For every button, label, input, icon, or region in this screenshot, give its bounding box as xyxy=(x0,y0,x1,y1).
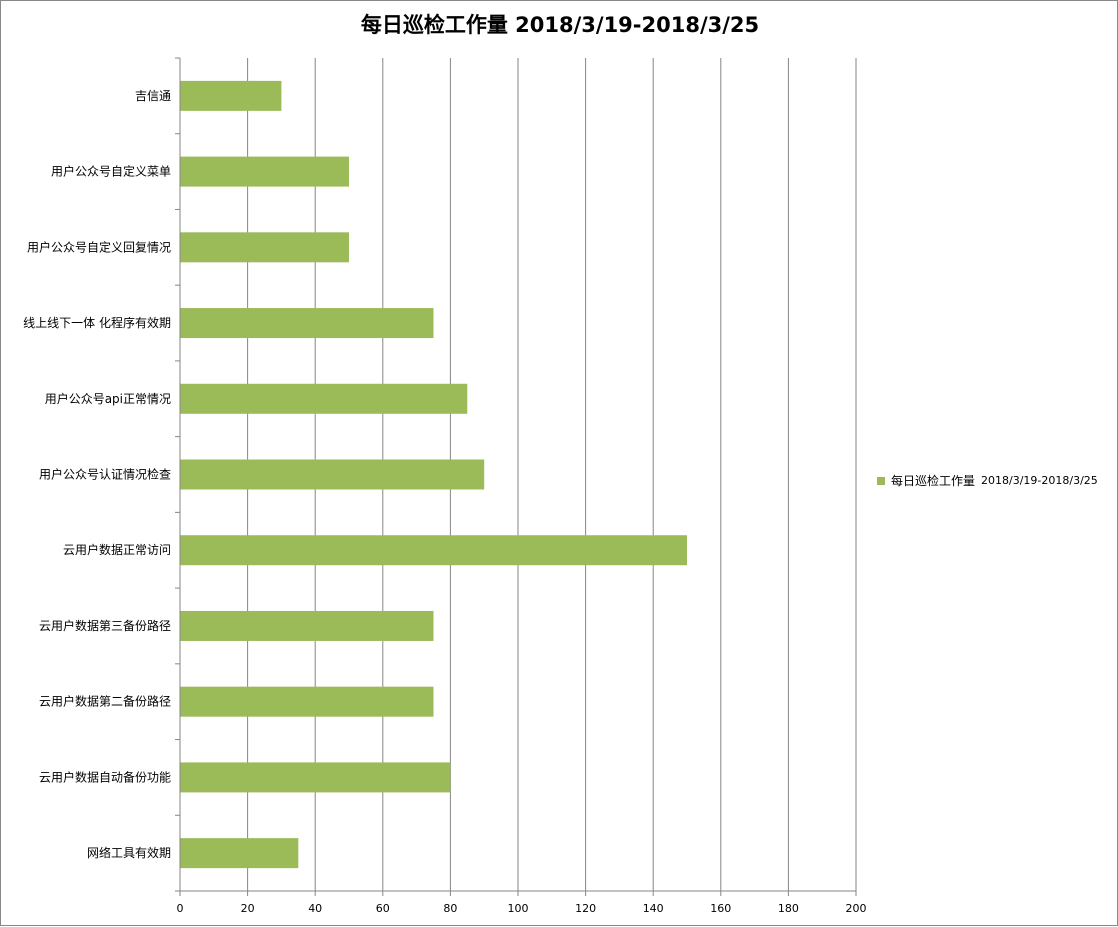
x-tick-label: 180 xyxy=(778,902,799,915)
bar xyxy=(180,610,434,641)
x-tick-label: 200 xyxy=(846,902,867,915)
chart-title: 每日巡检工作量 2018/3/19-2018/3/25 xyxy=(360,13,760,37)
category-label: 云用户数据自动备份功能 xyxy=(39,769,171,784)
category-label: 云用户数据第二备份路径 xyxy=(39,694,171,709)
bar xyxy=(180,686,434,717)
category-label: 用户公众号认证情况检查 xyxy=(39,467,171,482)
x-tick-label: 40 xyxy=(308,902,322,915)
category-label: 吉信通 xyxy=(135,89,171,103)
x-tick-label: 80 xyxy=(443,902,457,915)
x-tick-label: 140 xyxy=(643,902,664,915)
category-label: 线上线下一体 化程序有效期 xyxy=(23,315,171,330)
category-label: 云用户数据第三备份路径 xyxy=(39,618,171,633)
bar xyxy=(180,156,349,187)
legend-swatch xyxy=(877,476,885,485)
category-label: 用户公众号自定义菜单 xyxy=(51,164,171,179)
x-tick-label: 0 xyxy=(177,902,184,915)
x-tick-label: 20 xyxy=(241,902,255,915)
bar xyxy=(180,383,468,414)
x-tick-label: 160 xyxy=(710,902,731,915)
category-label: 用户公众号自定义回复情况 xyxy=(27,239,171,254)
legend: 每日巡检工作量 2018/3/19-2018/3/25 xyxy=(877,472,1098,489)
tick-labels: 0 20 40 60 80 100 120 140 160 180 200 xyxy=(177,902,867,915)
bar xyxy=(180,459,485,490)
bar xyxy=(180,80,282,111)
category-label: 云用户数据正常访问 xyxy=(63,542,171,557)
x-tick-label: 100 xyxy=(508,902,529,915)
legend-date-range: 2018/3/19-2018/3/25 xyxy=(981,474,1098,487)
legend-label: 每日巡检工作量 xyxy=(891,474,976,488)
category-label: 网络工具有效期 xyxy=(87,845,171,860)
bar xyxy=(180,762,451,793)
bar xyxy=(180,838,299,869)
bar xyxy=(180,308,434,339)
x-tick-label: 60 xyxy=(376,902,390,915)
x-tick-label: 120 xyxy=(575,902,596,915)
bar xyxy=(180,535,687,566)
bars xyxy=(180,80,687,869)
category-label: 用户公众号api正常情况 xyxy=(45,391,171,406)
bar xyxy=(180,232,349,263)
axes xyxy=(175,57,857,896)
